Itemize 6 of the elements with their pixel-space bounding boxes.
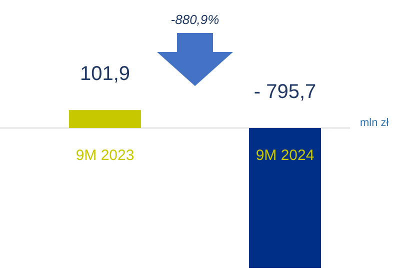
data-label: 101,9 xyxy=(80,63,130,86)
text: -880,9% xyxy=(170,12,220,27)
y-axis-title: mln zł xyxy=(360,117,390,129)
data-label: - 795,7 xyxy=(254,81,316,103)
x-tick-label: 9M 2023 xyxy=(76,147,134,164)
x-tick-label: 9M 2024 xyxy=(256,147,314,164)
